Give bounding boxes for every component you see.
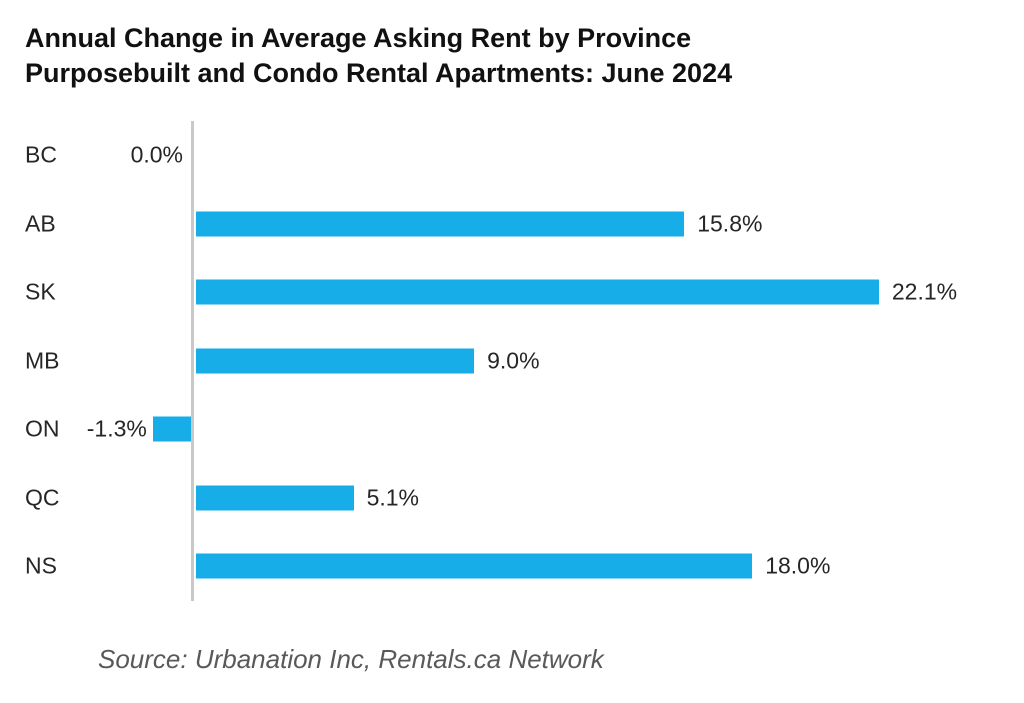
bar-mb (196, 348, 475, 374)
chart-title: Annual Change in Average Asking Rent by … (25, 21, 732, 91)
chart-title-line1: Annual Change in Average Asking Rent by … (25, 23, 692, 53)
value-label-ab: 15.8% (697, 210, 763, 237)
chart-title-line2: Purposebuilt and Condo Rental Apartments… (25, 58, 733, 88)
category-label-bc: BC (25, 141, 57, 168)
baseline-axis (191, 121, 194, 601)
bar-qc (196, 485, 354, 511)
value-label-qc: 5.1% (366, 484, 420, 511)
chart-row-mb: MB 9.0% (0, 327, 1024, 396)
chart-row-qc: QC 5.1% (0, 464, 1024, 533)
chart-row-bc: BC 0.0% (0, 121, 1024, 190)
bar-sk (196, 279, 879, 305)
chart-row-ab: AB 15.8% (0, 190, 1024, 259)
source-caption: Source: Urbanation Inc, Rentals.ca Netwo… (98, 644, 604, 674)
value-label-bc: 0.0% (130, 141, 183, 168)
bar-ab (196, 211, 685, 237)
bar-on (152, 416, 193, 442)
value-label-mb: 9.0% (487, 347, 540, 374)
category-label-ns: NS (25, 552, 57, 579)
category-label-qc: QC (25, 484, 60, 511)
category-label-ab: AB (25, 210, 56, 237)
bar-ns (196, 553, 753, 579)
bar-chart: BC 0.0% AB 15.8% SK 22.1% MB 9.0% ON -1.3% QC 5.1% N… (0, 121, 1024, 601)
value-label-on: -1.3% (86, 415, 147, 442)
category-label-on: ON (25, 415, 60, 442)
category-label-mb: MB (25, 347, 60, 374)
value-label-ns: 18.0% (765, 552, 831, 579)
value-label-sk: 22.1% (891, 278, 958, 305)
chart-row-on: ON -1.3% (0, 395, 1024, 464)
category-label-sk: SK (25, 278, 56, 305)
chart-row-ns: NS 18.0% (0, 532, 1024, 601)
chart-row-sk: SK 22.1% (0, 258, 1024, 327)
